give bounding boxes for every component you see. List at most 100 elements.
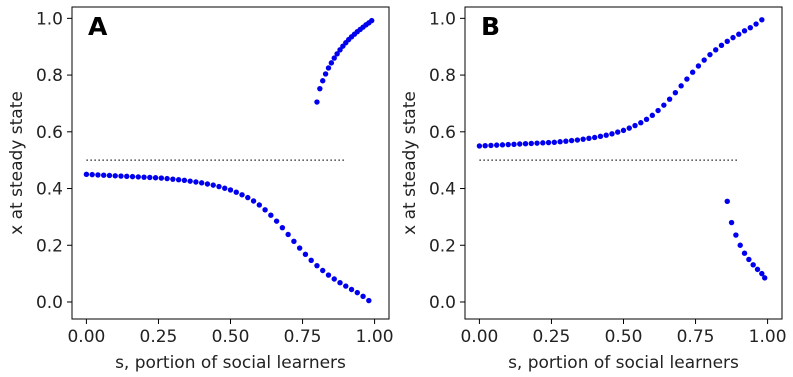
data-point	[615, 129, 621, 135]
data-point	[337, 47, 343, 53]
data-point	[678, 83, 684, 89]
data-point	[343, 283, 349, 289]
data-point	[746, 256, 752, 263]
panel-letter: B	[481, 12, 500, 41]
data-point	[147, 174, 153, 181]
data-point	[638, 120, 644, 126]
data-point	[101, 172, 107, 178]
data-point	[666, 96, 673, 102]
x-axis-label: s, portion of social learners	[508, 353, 739, 373]
y-tick-label: 0.2	[429, 236, 456, 256]
data-point	[499, 142, 506, 148]
data-point	[728, 219, 735, 226]
data-point	[262, 207, 268, 213]
y-tick-label: 0.4	[36, 180, 63, 200]
y-axis-label: x at steady state	[400, 91, 420, 235]
data-point	[250, 198, 257, 204]
axes-frame	[71, 6, 390, 320]
x-axis-label: s, portion of social learners	[115, 353, 346, 373]
data-point	[534, 140, 540, 146]
data-point	[118, 173, 124, 179]
y-tick-label: 0.0	[429, 293, 456, 313]
x-tick-label: 0.00	[460, 327, 498, 347]
y-tick-label: 0.4	[429, 180, 456, 200]
data-point	[273, 218, 280, 224]
data-point	[540, 140, 546, 146]
data-point	[597, 133, 604, 140]
data-point	[626, 125, 632, 131]
axes-frame	[464, 6, 783, 320]
data-point	[210, 182, 216, 188]
x-tick-label: 1.00	[356, 327, 394, 347]
data-point	[314, 99, 320, 105]
data-point	[175, 177, 182, 183]
data-point	[759, 17, 765, 23]
data-point	[95, 172, 101, 178]
data-point	[129, 173, 136, 180]
y-tick-label: 0.8	[36, 66, 63, 86]
data-point	[609, 131, 615, 137]
data-point	[314, 262, 320, 269]
data-point	[689, 69, 696, 75]
data-point	[482, 142, 488, 149]
data-point	[672, 89, 679, 96]
data-point	[695, 63, 702, 69]
data-point	[328, 60, 335, 66]
data-point	[302, 251, 309, 258]
data-point	[620, 127, 627, 134]
data-point	[239, 192, 245, 198]
data-point	[83, 171, 90, 178]
data-point	[701, 57, 707, 63]
y-tick-label: 0.6	[429, 123, 456, 143]
data-point	[279, 224, 286, 231]
data-point	[557, 139, 563, 145]
data-point	[551, 139, 558, 145]
data-point	[568, 137, 575, 144]
data-point	[684, 76, 690, 82]
data-point	[754, 266, 761, 273]
data-point	[655, 107, 661, 114]
data-point	[181, 177, 188, 184]
y-tick-label: 0.0	[36, 293, 63, 313]
data-point	[331, 276, 337, 282]
data-point	[762, 275, 768, 281]
x-tick-label: 0.25	[533, 327, 571, 347]
data-point	[741, 28, 748, 34]
data-point	[586, 135, 592, 142]
data-point	[580, 136, 586, 142]
data-point	[325, 272, 332, 278]
data-point	[204, 181, 211, 187]
data-point	[759, 270, 765, 277]
data-point	[360, 293, 366, 300]
data-point	[268, 212, 274, 218]
x-tick-label: 0.50	[605, 327, 643, 347]
y-tick-label: 1.0	[429, 9, 456, 29]
data-point	[733, 232, 739, 238]
data-point	[528, 140, 534, 147]
data-point	[141, 174, 147, 180]
data-point	[591, 134, 598, 141]
data-point	[522, 141, 529, 147]
y-axis-label: x at steady state	[7, 91, 27, 235]
data-point	[718, 42, 725, 48]
data-point	[164, 175, 170, 182]
x-tick-label: 1.00	[749, 327, 787, 347]
data-point	[227, 187, 234, 193]
data-point	[158, 175, 165, 181]
data-point	[135, 174, 141, 180]
panel-b: 0.00 0.25 0.50 0.75 1.00 0.0 0.2 0.4 0.6 0.8 1.0 s,…	[400, 6, 787, 373]
data-point	[724, 38, 730, 45]
panel-letter: A	[88, 12, 108, 41]
data-point	[494, 142, 500, 148]
data-point	[736, 31, 742, 37]
data-point	[331, 55, 337, 61]
x-tick-label: 0.00	[67, 327, 105, 347]
data-point	[505, 141, 511, 148]
data-point	[753, 21, 759, 27]
data-point	[476, 143, 483, 149]
data-point	[574, 137, 581, 143]
data-point	[649, 112, 656, 119]
data-point	[222, 185, 228, 191]
data-point	[291, 238, 297, 244]
